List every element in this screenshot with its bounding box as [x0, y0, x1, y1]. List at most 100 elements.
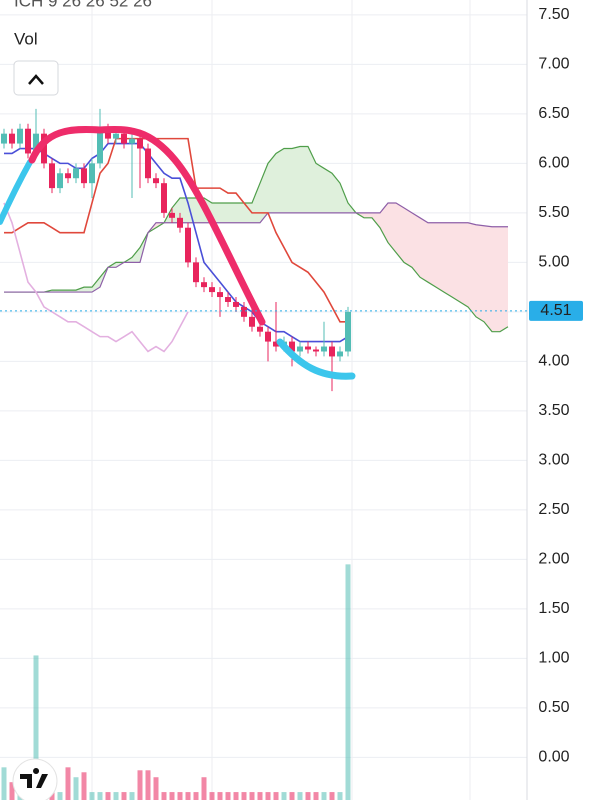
candle-body	[129, 138, 135, 144]
y-tick-label: 7.00	[538, 56, 569, 73]
cloud-fill	[284, 148, 292, 213]
candle-body	[89, 163, 95, 184]
candle-body	[169, 212, 175, 218]
cloud-fill	[468, 222, 476, 317]
candle-body	[209, 287, 215, 293]
volume-bar	[233, 792, 239, 800]
candle-body	[233, 301, 239, 307]
candle-body	[305, 346, 311, 350]
y-tick-label: 0.50	[538, 699, 569, 716]
volume-bar	[89, 792, 95, 800]
volume-bar	[193, 792, 199, 800]
candle-body	[289, 341, 295, 352]
cloud-fill	[260, 163, 268, 223]
indicator-line	[4, 137, 348, 323]
cloud-fill	[292, 146, 300, 213]
volume-bar	[281, 792, 287, 800]
drawings	[0, 125, 356, 380]
candle-body	[313, 349, 319, 352]
volume-bar	[113, 792, 119, 800]
candle-body	[1, 133, 7, 144]
candle-body	[225, 297, 231, 302]
vertical-grid	[91, 0, 471, 800]
cloud-fill	[180, 198, 188, 223]
volume-bar	[305, 792, 311, 800]
cloud-fill	[276, 148, 284, 213]
y-tick-label: 6.50	[538, 105, 569, 122]
cloud-fill	[500, 226, 508, 332]
cloud-fill	[444, 222, 452, 298]
y-tick-label: 2.50	[538, 501, 569, 518]
y-tick-label: 7.50	[538, 6, 569, 23]
volume-bar	[321, 792, 327, 800]
cloud-fill	[316, 163, 324, 213]
volume-bar	[97, 792, 103, 800]
cloud-fill	[84, 287, 92, 293]
cloud-fill	[340, 183, 348, 213]
cloud-fill	[404, 207, 412, 268]
drawing-curve	[28, 125, 266, 326]
span-b-line	[4, 202, 508, 293]
collapse-button[interactable]	[13, 60, 59, 96]
volume-bar	[289, 792, 295, 800]
volume-bar	[265, 792, 271, 800]
volume-bar	[49, 792, 55, 800]
candle-body	[329, 346, 335, 357]
volume	[1, 564, 351, 800]
candle-body	[41, 133, 47, 164]
candle-body	[273, 341, 279, 347]
candle-body	[113, 133, 119, 139]
candle-body	[81, 168, 87, 184]
drawing-curve	[0, 159, 33, 225]
volume-bar	[329, 792, 335, 800]
volume-bar	[73, 777, 79, 800]
cloud-fill	[436, 222, 444, 293]
cloud-fill	[308, 146, 316, 213]
cloud-fill	[388, 202, 396, 253]
volume-bar	[297, 792, 303, 800]
y-tick-label: 3.50	[538, 402, 569, 419]
y-tick-label: 3.00	[538, 452, 569, 469]
candle-body	[121, 133, 127, 144]
y-tick-label: 5.50	[538, 204, 569, 221]
volume-bar	[33, 655, 39, 800]
volume-label: Vol	[14, 29, 38, 48]
chevron-icon[interactable]	[28, 74, 44, 85]
candle-body	[25, 128, 31, 154]
volume-bar	[185, 792, 191, 800]
button-box[interactable]	[13, 60, 59, 96]
logo	[12, 758, 58, 804]
logo-mark	[20, 768, 48, 788]
candle-body	[345, 311, 351, 352]
volume-bar	[201, 777, 207, 800]
volume-bar	[169, 792, 175, 800]
logo-circle	[12, 758, 58, 804]
span-a-line	[4, 145, 509, 333]
cloud-fill	[188, 198, 196, 223]
y-tick-label: 5.00	[538, 254, 569, 271]
cloud-fill	[484, 225, 492, 332]
last-price-tag	[529, 300, 583, 321]
cloud-fill	[452, 222, 460, 302]
cloud-fill	[428, 222, 436, 288]
cloud-fill	[236, 202, 244, 223]
volume-bar	[217, 792, 223, 800]
cloud-fill	[380, 202, 388, 243]
volume-bar	[145, 770, 151, 800]
cloud-fill	[460, 222, 468, 307]
candles	[1, 108, 351, 392]
cloud-fill	[220, 202, 228, 223]
candle-body	[201, 282, 207, 288]
volume-bar	[57, 792, 63, 800]
volume-bar	[337, 792, 343, 800]
cloud-fill	[268, 153, 276, 213]
volume-bar	[177, 792, 183, 800]
cloud-fill	[420, 217, 428, 283]
volume-bar	[161, 792, 167, 800]
cloud-fill	[412, 212, 420, 278]
candle-body	[17, 128, 23, 144]
candle-body	[241, 306, 247, 317]
last-price-label: 4.51	[540, 302, 571, 319]
